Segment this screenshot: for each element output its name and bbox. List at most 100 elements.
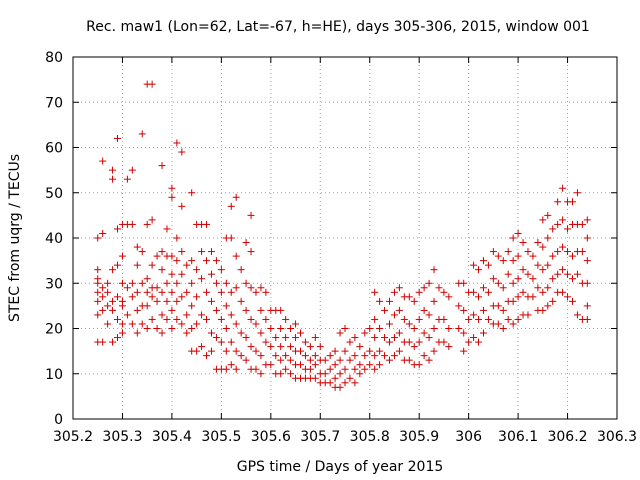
data-point	[346, 374, 354, 382]
data-point	[227, 361, 235, 369]
data-points	[94, 80, 591, 391]
data-point	[539, 243, 547, 251]
y-tick-label: 20	[45, 322, 63, 338]
data-point	[583, 279, 591, 287]
data-point	[153, 284, 161, 292]
data-point	[455, 325, 463, 332]
data-point	[564, 293, 572, 301]
data-point	[123, 284, 131, 292]
data-point	[252, 365, 260, 373]
x-tick-label: 306.2	[547, 429, 587, 445]
data-point	[267, 325, 275, 332]
data-point	[479, 257, 487, 265]
data-point	[470, 288, 478, 296]
data-point	[504, 248, 512, 256]
data-point	[207, 248, 215, 256]
data-point	[282, 352, 290, 360]
data-point	[554, 270, 562, 278]
data-point	[420, 352, 428, 360]
data-point	[183, 261, 191, 269]
data-point	[484, 261, 492, 269]
data-point	[277, 325, 285, 332]
data-point	[321, 356, 329, 364]
data-point	[272, 334, 280, 342]
data-point	[277, 356, 285, 364]
data-point	[109, 266, 117, 274]
data-point	[440, 288, 448, 296]
data-point	[168, 306, 176, 314]
data-point	[415, 288, 423, 296]
data-point	[395, 284, 403, 292]
data-point	[158, 329, 166, 337]
data-point	[395, 329, 403, 337]
data-point	[282, 315, 290, 323]
data-point	[509, 257, 517, 265]
data-point	[311, 361, 319, 369]
data-point	[138, 320, 146, 328]
data-point	[301, 338, 309, 346]
data-point	[311, 374, 319, 382]
data-point	[158, 248, 166, 256]
data-point	[306, 365, 314, 373]
data-point	[133, 243, 141, 251]
data-point	[148, 216, 156, 224]
data-point	[544, 261, 552, 269]
data-point	[509, 279, 517, 287]
data-point	[183, 329, 191, 337]
data-point	[173, 315, 181, 323]
data-point	[222, 347, 230, 355]
data-point	[153, 325, 161, 332]
data-point	[114, 261, 122, 269]
data-point	[479, 284, 487, 292]
data-point	[247, 211, 255, 219]
data-point	[207, 297, 215, 305]
data-point	[99, 284, 107, 292]
data-point	[465, 338, 473, 346]
data-point	[188, 325, 196, 332]
y-axis-label: STEC from uqrg / TECUs	[7, 154, 23, 322]
data-point	[118, 320, 126, 328]
data-point	[232, 252, 240, 260]
data-point	[351, 379, 359, 387]
data-point	[346, 356, 354, 364]
data-point	[143, 288, 151, 296]
data-point	[554, 198, 562, 206]
y-tick-label: 10	[45, 367, 63, 383]
data-point	[529, 252, 537, 260]
data-point	[475, 338, 483, 346]
data-point	[94, 266, 102, 274]
data-point	[212, 334, 220, 342]
data-point	[217, 288, 225, 296]
data-point	[499, 257, 507, 265]
data-point	[242, 334, 250, 342]
data-point	[494, 320, 502, 328]
data-point	[376, 361, 384, 369]
data-point	[104, 320, 112, 328]
data-point	[524, 270, 532, 278]
data-point	[336, 370, 344, 378]
data-point	[554, 248, 562, 256]
data-point	[311, 352, 319, 360]
data-point	[470, 311, 478, 319]
data-point	[539, 216, 547, 224]
data-point	[405, 356, 413, 364]
data-point	[133, 288, 141, 296]
data-point	[143, 325, 151, 332]
data-point	[395, 306, 403, 314]
data-point	[376, 347, 384, 355]
data-point	[163, 315, 171, 323]
data-point	[203, 352, 211, 360]
data-point	[460, 279, 468, 287]
data-point	[227, 338, 235, 346]
data-point	[287, 343, 295, 351]
x-tick-label: 305.2	[53, 429, 93, 445]
data-point	[232, 347, 240, 355]
data-point	[247, 315, 255, 323]
data-point	[573, 270, 581, 278]
data-point	[114, 334, 122, 342]
data-point	[356, 370, 364, 378]
data-point	[178, 202, 186, 210]
data-point	[277, 306, 285, 314]
data-point	[158, 288, 166, 296]
data-point	[252, 347, 260, 355]
